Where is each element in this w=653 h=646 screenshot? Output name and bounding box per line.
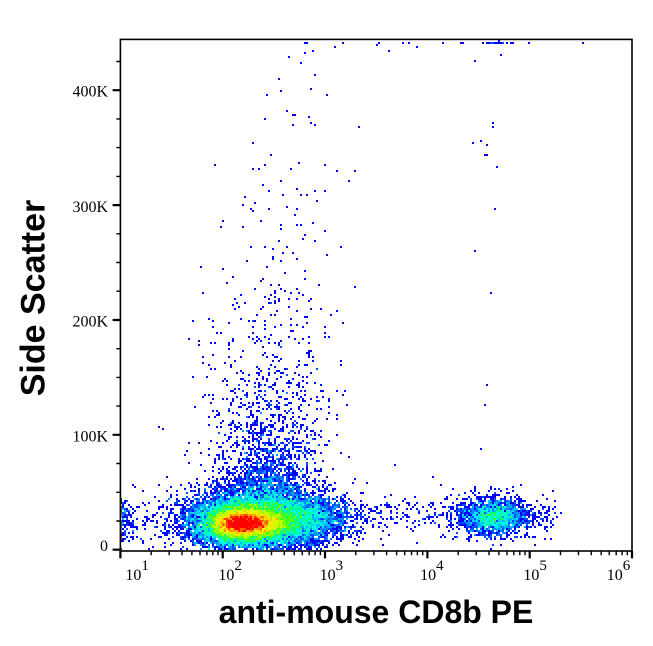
svg-text:Side Scatter: Side Scatter	[15, 200, 53, 397]
svg-text:400K: 400K	[72, 83, 108, 100]
svg-text:0: 0	[100, 538, 108, 555]
svg-text:100K: 100K	[72, 429, 108, 446]
svg-text:300K: 300K	[72, 199, 108, 216]
svg-text:200K: 200K	[72, 314, 108, 331]
svg-text:anti-mouse CD8b PE: anti-mouse CD8b PE	[219, 594, 534, 630]
